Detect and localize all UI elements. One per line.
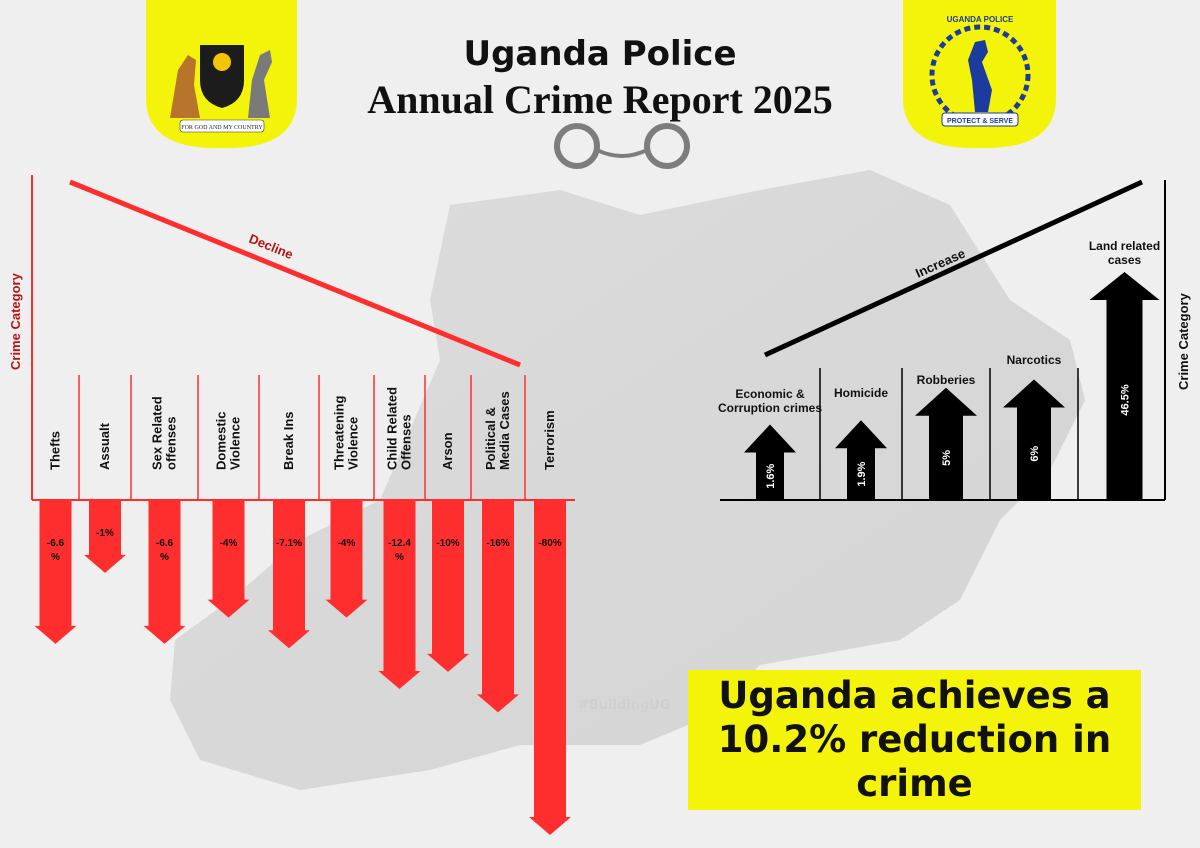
decline-category-label: Thefts [48,431,63,470]
decline-value-label: -6.6% [156,538,174,563]
increase-trend-line [763,179,1144,358]
increase-bar [1003,379,1065,500]
increase-category-label: Land related cases [1089,239,1160,267]
summary-callout-text: Uganda achieves a 10.2% reduction in cri… [717,674,1112,805]
kob-antelope-icon [170,55,200,118]
decline-trend-line [69,179,521,368]
decline-y-axis-label: Crime Category [8,272,23,370]
increase-value-label: 1.6% [765,463,777,488]
decline-value-label: -6.6% [47,538,65,563]
decline-value-label: -10% [436,538,459,549]
decline-category-label: Terrorism [542,410,557,470]
hashtag-text: #BuildingUG [578,698,671,713]
coat-of-arms-logo: FOR GOD AND MY COUNTRY [146,0,297,149]
decline-value-label: -4% [338,538,356,549]
increase-y-axis-label: Crime Category [1176,292,1191,390]
increase-value-label: 6% [1029,446,1041,462]
crane-bird-icon [968,40,992,112]
decline-bar [34,500,77,644]
increase-bar [915,387,977,500]
badge-bottom-text: PROTECT & SERVE [947,118,1013,125]
decline-category-label: Sex Relatedoffenses [150,396,179,470]
handcuffs-icon [554,123,690,169]
decline-value-label: -1% [96,528,114,539]
page-title-line1: Uganda Police [463,34,737,74]
increase-value-label: 46.5% [1120,384,1132,415]
increase-value-label: 1.9% [856,461,868,486]
decline-category-label: Assualt [97,422,112,470]
increase-bar [1089,272,1160,500]
decline-bar [378,500,421,690]
decline-bar [529,500,571,835]
decline-bar [143,500,186,644]
decline-value-label: -4% [220,538,238,549]
decline-category-label: Arson [440,432,455,470]
motto-text: FOR GOD AND MY COUNTRY [181,125,263,131]
decline-bar [325,500,368,618]
increase-category-label: Robberies [917,373,976,387]
page-title-line2: Annual Crime Report 2025 [367,77,833,122]
increase-value-label: 5% [941,450,953,466]
increase-chart: Crime Category Increase Economic & Corrup… [718,179,1191,501]
decline-value-label: -7.1% [276,538,302,549]
increase-bar [744,424,796,500]
decline-category-label: Political &Media Cases [483,391,512,470]
decline-value-label: -16% [486,538,509,549]
decline-bar [477,500,519,713]
decline-value-label: -80% [538,538,561,549]
decline-category-label: ThreateningViolence [332,396,361,470]
badge-top-text: UGANDA POLICE [947,15,1014,24]
increase-category-label: Homicide [834,386,888,400]
decline-category-label: DomesticViolence [214,411,243,470]
decline-bar [207,500,250,618]
decline-bar [268,500,310,649]
summary-callout: Uganda achieves a 10.2% reduction in cri… [688,670,1141,810]
motto-ribbon [179,119,265,133]
increase-bar [835,420,887,500]
sun-icon [213,53,231,71]
crested-crane-icon [248,50,272,118]
increase-category-label: Narcotics [1007,353,1062,367]
decline-value-label: -12.4% [388,538,411,563]
decline-category-label: Break Ins [281,411,296,470]
decline-bar [427,500,469,672]
decline-category-label: Child RelatedOffenses [385,387,414,470]
shield-icon [200,45,244,108]
decline-chart: Crime Category Decline Thefts Assualt Sex … [8,175,575,835]
police-badge-logo: UGANDA POLICE PROTECT & SERVE [903,0,1056,149]
decline-bar [84,500,126,573]
increase-category-label: Economic & Corruption crimes [718,387,822,415]
badge-ribbon [941,112,1019,127]
